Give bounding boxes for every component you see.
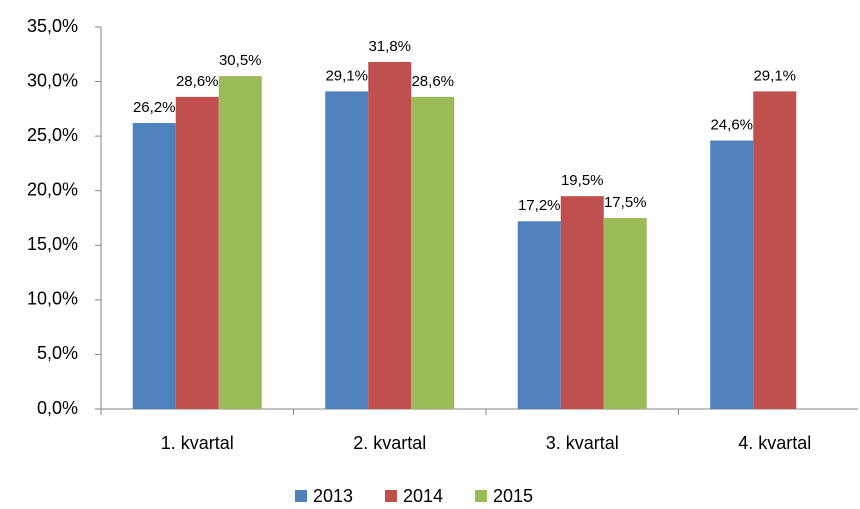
- bar: [560, 196, 604, 409]
- bar: [175, 96, 219, 409]
- bar: [218, 76, 262, 409]
- y-tick-label: 35,0%: [27, 16, 78, 36]
- legend-label: 2014: [403, 486, 443, 506]
- data-label: 29,1%: [325, 67, 368, 84]
- data-label: 28,6%: [411, 73, 454, 90]
- bar: [368, 61, 412, 409]
- y-tick-label: 30,0%: [27, 70, 78, 90]
- x-tick-label: 4. kvartal: [738, 433, 811, 453]
- y-tick-label: 5,0%: [37, 343, 78, 363]
- data-label: 19,5%: [561, 172, 604, 189]
- bar: [411, 96, 455, 409]
- y-tick-label: 10,0%: [27, 289, 78, 309]
- data-label: 30,5%: [219, 52, 262, 69]
- data-label: 26,2%: [133, 99, 176, 116]
- y-tick-label: 25,0%: [27, 125, 78, 145]
- data-label: 24,6%: [710, 116, 753, 133]
- bar: [753, 91, 797, 409]
- legend-swatch: [475, 490, 487, 502]
- data-label: 17,2%: [518, 197, 561, 214]
- bar: [132, 123, 176, 409]
- x-tick-label: 1. kvartal: [161, 433, 234, 453]
- data-label: 31,8%: [368, 38, 411, 55]
- y-tick-label: 20,0%: [27, 179, 78, 199]
- legend-swatch: [295, 490, 307, 502]
- data-label: 29,1%: [753, 67, 796, 84]
- x-tick-label: 3. kvartal: [546, 433, 619, 453]
- bar: [710, 140, 754, 409]
- legend-label: 2013: [313, 486, 353, 506]
- bar: [325, 91, 369, 409]
- data-label: 28,6%: [176, 73, 219, 90]
- y-tick-label: 15,0%: [27, 234, 78, 254]
- legend-label: 2015: [493, 486, 533, 506]
- legend-swatch: [385, 490, 397, 502]
- data-label: 17,5%: [604, 194, 647, 211]
- x-tick-label: 2. kvartal: [353, 433, 426, 453]
- bar: [517, 221, 561, 409]
- y-tick-label: 0,0%: [37, 398, 78, 418]
- bar: [603, 218, 647, 409]
